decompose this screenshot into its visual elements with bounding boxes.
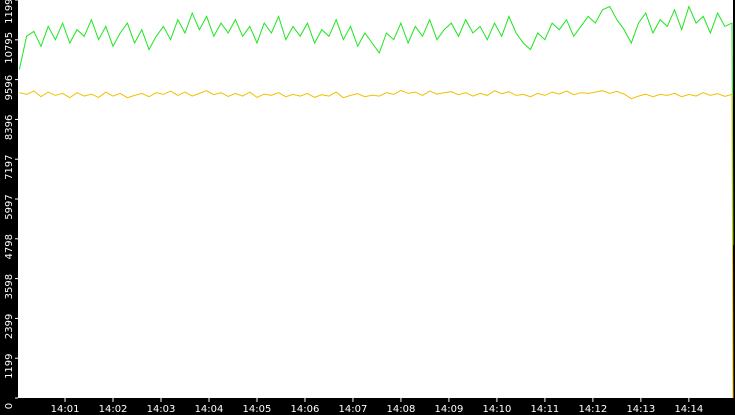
y-tick-label: 2399 — [4, 314, 15, 339]
y-tick-label: 0 — [4, 403, 15, 409]
x-tick-label: 14:09 — [435, 404, 464, 415]
y-tick-label: 5997 — [4, 194, 15, 219]
x-tick-label: 14:05 — [243, 404, 272, 415]
x-tick-label: 14:07 — [339, 404, 368, 415]
y-tick-label: 11995 — [4, 0, 15, 24]
x-tick-label: 14:01 — [51, 404, 80, 415]
y-tick-label: 1199 — [4, 353, 15, 378]
x-tick-label: 14:02 — [99, 404, 128, 415]
x-tick-label: 14:08 — [387, 404, 416, 415]
y-tick-label: 9596 — [4, 75, 15, 100]
y-tick-label: 7197 — [4, 154, 15, 179]
y-tick-label: 8396 — [4, 115, 15, 140]
y-tick-label: 4798 — [4, 234, 15, 259]
x-tick-label: 14:06 — [291, 404, 320, 415]
series-line — [18, 5, 734, 246]
x-tick-label: 14:11 — [530, 404, 559, 415]
x-tick-label: 14:14 — [674, 404, 703, 415]
y-tick-label: 3598 — [4, 274, 15, 299]
plot-area — [18, 0, 733, 398]
series-line — [19, 89, 734, 399]
y-tick-label: 10795 — [4, 32, 15, 64]
x-tick-label: 14:04 — [195, 404, 224, 415]
x-tick-label: 14:12 — [578, 404, 607, 415]
x-tick-label: 14:03 — [147, 404, 176, 415]
x-tick-label: 14:10 — [482, 404, 511, 415]
x-tick-label: 14:13 — [626, 404, 655, 415]
